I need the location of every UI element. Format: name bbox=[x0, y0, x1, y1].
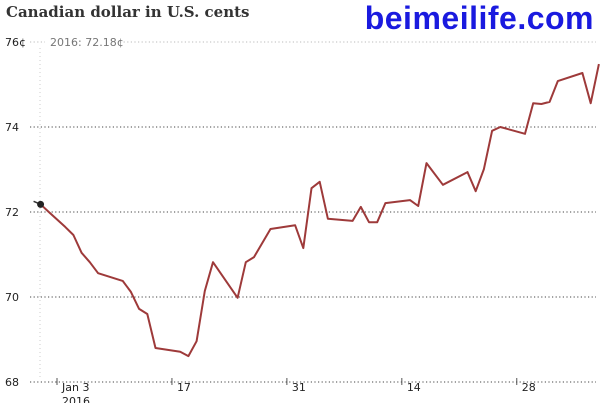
y-tick-label: 72 bbox=[5, 206, 19, 219]
x-tick-label: 28 bbox=[522, 381, 536, 394]
y-tick-label: 70 bbox=[5, 291, 19, 304]
y-tick-label: 74 bbox=[5, 121, 19, 134]
x-year-label: 2016 bbox=[62, 395, 90, 403]
watermark: beimeilife.com bbox=[364, 0, 594, 36]
y-tick-label: 68 bbox=[5, 376, 19, 389]
x-tick-label: 31 bbox=[292, 381, 306, 394]
annotation-label: 2016: 72.18¢ bbox=[50, 36, 124, 49]
y-tick-label: 76¢ bbox=[5, 36, 26, 49]
x-tick-label: Jan 3 bbox=[61, 381, 89, 394]
start-marker bbox=[37, 200, 45, 208]
chart-title: Canadian dollar in U.S. cents bbox=[6, 3, 250, 21]
x-tick-label: 14 bbox=[407, 381, 421, 394]
x-tick-label: 17 bbox=[177, 381, 191, 394]
series-line bbox=[39, 63, 600, 358]
